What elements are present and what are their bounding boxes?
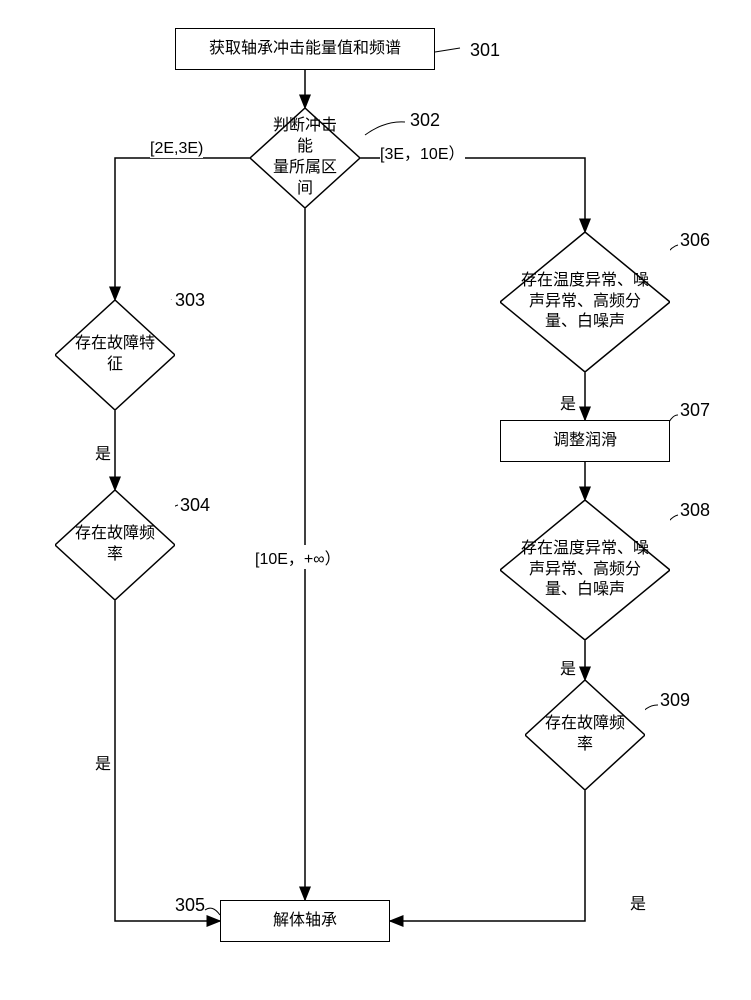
edge: [390, 790, 585, 921]
edge-label-yes303: 是: [95, 440, 111, 464]
node-n306: 存在温度异常、噪声异常、高频分量、白噪声: [500, 232, 670, 372]
ref-301: 301: [470, 40, 500, 61]
node-text: 判断冲击能量所属区间: [250, 116, 360, 199]
node-n303: 存在故障特征: [55, 300, 175, 410]
edge-label-yes304: 是: [95, 750, 111, 774]
ref-302: 302: [410, 110, 440, 131]
edge-label-yes308: 是: [560, 655, 576, 679]
edge-label-yes309: 是: [630, 890, 646, 914]
ref-leader: [435, 48, 460, 52]
edge-label-l_10einf: [10E，+∞）: [255, 545, 341, 569]
ref-leader: [205, 908, 220, 915]
ref-306: 306: [680, 230, 710, 251]
ref-308: 308: [680, 500, 710, 521]
node-n305: 解体轴承: [220, 900, 390, 942]
ref-307: 307: [680, 400, 710, 421]
edge: [360, 158, 585, 232]
edge: [115, 158, 250, 300]
node-n307: 调整润滑: [500, 420, 670, 462]
node-n309: 存在故障频率: [525, 680, 645, 790]
ref-leader: [365, 122, 405, 135]
ref-303: 303: [175, 290, 205, 311]
node-text: 存在温度异常、噪声异常、高频分量、白噪声: [503, 539, 667, 601]
edge: [115, 600, 220, 921]
node-text: 解体轴承: [273, 911, 337, 932]
node-n308: 存在温度异常、噪声异常、高频分量、白噪声: [500, 500, 670, 640]
node-text: 存在故障频率: [527, 714, 643, 756]
edge-label-yes306: 是: [560, 390, 576, 414]
node-n301: 获取轴承冲击能量值和频谱: [175, 28, 435, 70]
node-n302: 判断冲击能量所属区间: [250, 108, 360, 208]
node-n304: 存在故障频率: [55, 490, 175, 600]
ref-305: 305: [175, 895, 205, 916]
edge-label-l_2e3e: [2E,3E): [150, 140, 203, 158]
node-text: 获取轴承冲击能量值和频谱: [209, 39, 401, 60]
node-text: 调整润滑: [553, 431, 617, 452]
edge-label-l_3e10e: [3E，10E）: [380, 140, 465, 164]
node-text: 存在故障特征: [57, 334, 173, 376]
ref-309: 309: [660, 690, 690, 711]
ref-304: 304: [180, 495, 210, 516]
node-text: 存在温度异常、噪声异常、高频分量、白噪声: [503, 271, 667, 333]
node-text: 存在故障频率: [57, 524, 173, 566]
